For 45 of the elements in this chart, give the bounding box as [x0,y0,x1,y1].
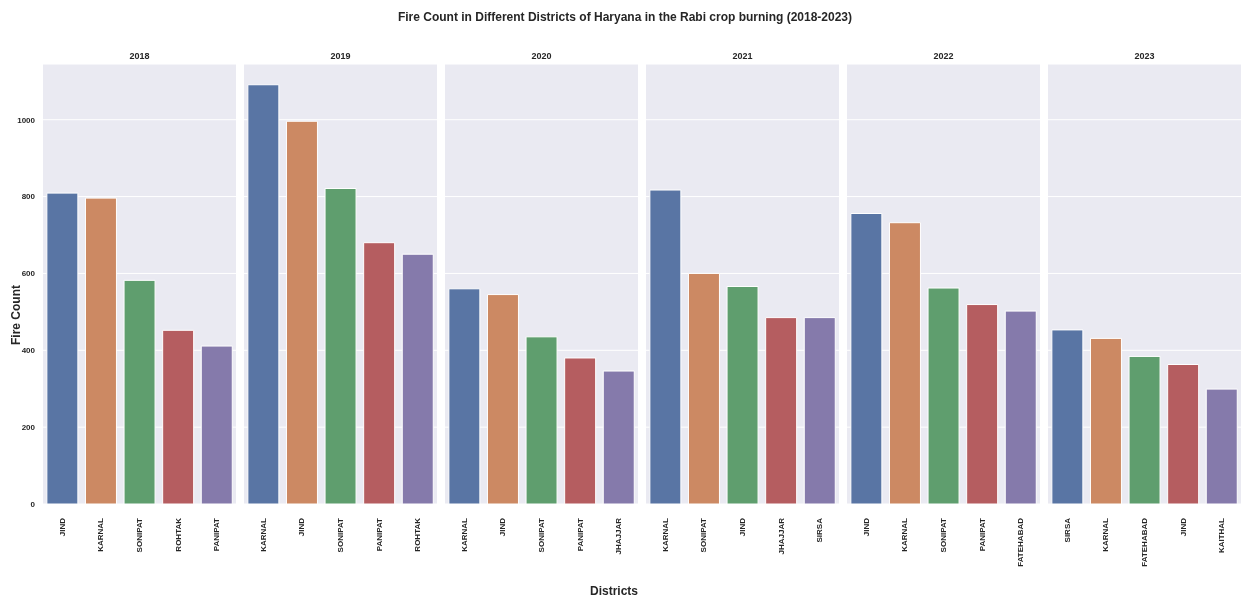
x-axis-title: Districts [589,584,638,598]
x-tick-label: SONIPAT [699,517,709,553]
x-tick-label: SONIPAT [336,517,345,553]
y-tick-label: 0 [30,499,36,509]
chart-title: 2018 [128,50,151,63]
x-tick-label: JIND [1178,517,1188,537]
x-tick-label: SONIPAT [135,517,144,553]
y-tick-label: 600 [21,269,36,279]
x-tick-label: JIND [861,517,871,537]
y-axis-title: Fire Count [9,284,23,347]
x-tick-label: SIRSA [1062,517,1072,543]
text: Fire Count in Different Districts of Haryana in the Rabi crop burning (2018-2023) [396,10,854,24]
chart-title: 2021 [731,50,754,63]
x-tick-label: FATEHABAD [1016,517,1026,567]
y-tick-label: 400 [21,346,36,356]
chart-title: 2023 [1133,50,1156,63]
x-tick-label: PANIPAT [212,517,222,552]
x-tick-label: JIND [297,517,307,537]
x-tick-label: KARNAL [660,517,670,552]
y-tick-label: 200 [21,422,36,432]
y-tick-label: 800 [21,192,36,202]
x-tick-label: JIND [57,517,67,537]
x-tick-label: KARNAL [900,517,910,552]
x-tick-label: SONIPAT [939,517,948,553]
x-tick-label: KARNAL [96,517,106,552]
chart-title: 2019 [329,50,352,63]
x-tick-label: PANIPAT [374,517,384,552]
chart-title: 2022 [932,50,955,63]
x-tick-label: SONIPAT [537,517,546,553]
x-tick-label: JIND [498,517,508,537]
x-tick-label: SIRSA [815,517,825,543]
x-tick-label: KARNAL [258,517,268,552]
x-tick-label: ROHTAK [413,517,423,552]
x-tick-label: PANIPAT [977,517,987,552]
x-tick-label: FATEHABAD [1140,517,1149,567]
x-tick-label: KARNAL [1101,517,1111,552]
x-tick-label: KAITHAL [1217,517,1227,554]
x-tick-label: JHAJJAR [776,517,786,555]
x-tick-label: JIND [738,517,747,537]
x-tick-label: KARNAL [459,517,469,552]
x-tick-label: ROHTAK [173,517,183,552]
x-tick-label: JHAJJAR [614,517,624,555]
x-tick-label: PANIPAT [575,517,585,552]
chart-title: 2020 [530,50,553,63]
y-tick-label: 1000 [17,115,36,125]
